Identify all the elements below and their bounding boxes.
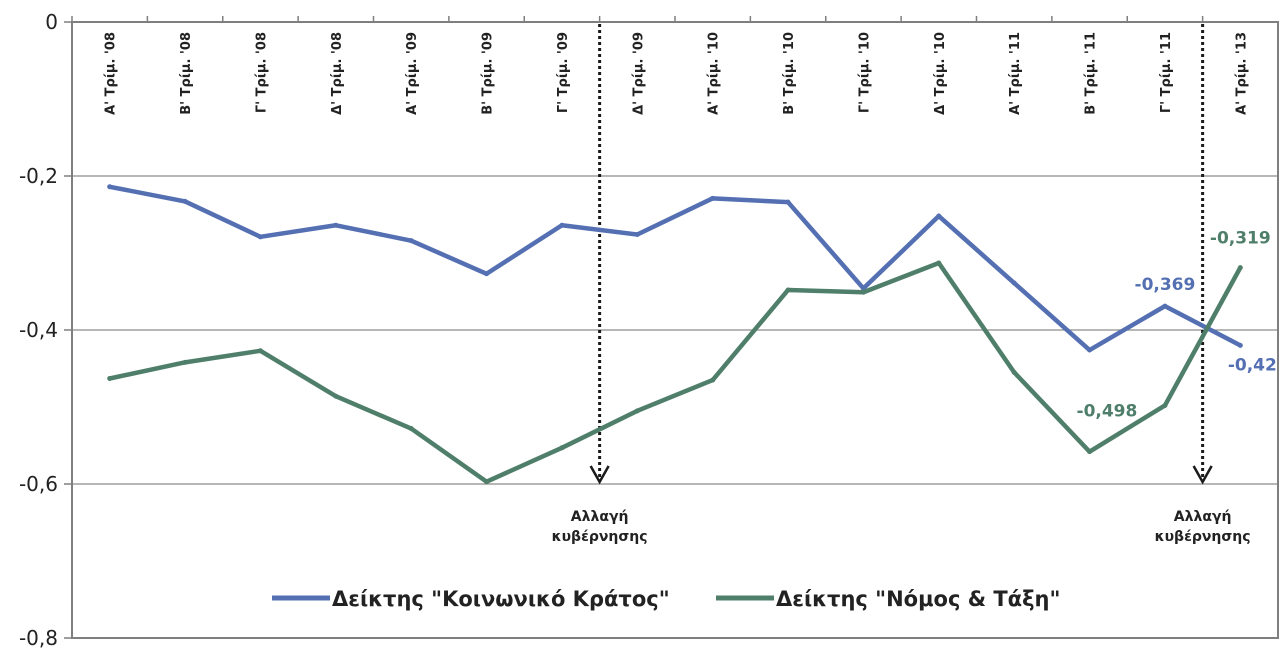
data-point bbox=[408, 426, 414, 432]
data-point bbox=[710, 377, 716, 383]
data-point bbox=[1237, 265, 1243, 271]
series-layer bbox=[107, 184, 1243, 485]
legend-label: Δείκτης "Νόμος & Τάξη" bbox=[776, 587, 1060, 611]
plot-area-frame bbox=[71, 21, 1279, 639]
x-tick-label: Β' Τρίμ. '11 bbox=[1084, 32, 1099, 115]
x-tick-label: Α' Τρίμ. '10 bbox=[707, 32, 722, 115]
x-tick-label: Β' Τρίμ. '08 bbox=[179, 32, 194, 115]
x-tick-label: Γ' Τρίμ. '10 bbox=[857, 32, 872, 113]
series-line bbox=[107, 184, 1243, 353]
x-tick-label: Β' Τρίμ. '09 bbox=[481, 32, 496, 115]
data-label: -0,498 bbox=[1077, 401, 1138, 421]
x-tick-label: Α' Τρίμ. '11 bbox=[1008, 32, 1023, 115]
data-point bbox=[860, 289, 866, 295]
y-tick-label: -0,8 bbox=[19, 626, 58, 650]
annotation-label: Αλλαγή bbox=[1174, 509, 1232, 525]
data-point bbox=[182, 359, 188, 365]
annotation-layer: Αλλαγή κυβέρνησης Αλλαγή κυβέρνησης bbox=[552, 24, 1251, 545]
data-point bbox=[484, 271, 490, 277]
data-point bbox=[333, 393, 339, 399]
arrow-head-icon bbox=[589, 465, 610, 485]
x-tick-label: Δ' Τρίμ. '08 bbox=[330, 32, 345, 115]
x-tick-labels: Α' Τρίμ. '08 Β' Τρίμ. '08 Γ' Τρίμ. '08 Δ' Τ… bbox=[104, 32, 1250, 115]
y-tick-label: -0,2 bbox=[19, 164, 58, 188]
series-line bbox=[107, 260, 1243, 484]
data-point bbox=[785, 199, 791, 205]
data-point bbox=[257, 348, 263, 354]
x-tick-label: Γ' Τρίμ. '08 bbox=[254, 32, 269, 113]
data-point bbox=[710, 195, 716, 201]
data-point bbox=[1237, 342, 1243, 348]
data-point bbox=[1162, 303, 1168, 309]
data-point bbox=[1011, 280, 1017, 286]
annotation-label: κυβέρνησης bbox=[1155, 529, 1251, 545]
legend-label: Δείκτης "Κοινωνικό Κράτος" bbox=[332, 587, 670, 611]
data-point bbox=[936, 213, 942, 219]
y-tick-label: -0,4 bbox=[19, 318, 58, 342]
data-point bbox=[559, 445, 565, 451]
data-point bbox=[634, 408, 640, 414]
data-point bbox=[484, 479, 490, 485]
data-point bbox=[257, 234, 263, 240]
x-tick-label: Α' Τρίμ. '09 bbox=[405, 32, 420, 115]
data-point bbox=[936, 260, 942, 266]
data-point bbox=[785, 287, 791, 293]
x-tick-label: Δ' Τρίμ. '09 bbox=[631, 32, 646, 115]
data-point bbox=[107, 184, 113, 190]
x-tick-label: Γ' Τρίμ. '11 bbox=[1159, 32, 1174, 113]
arrow-head-icon bbox=[1192, 465, 1213, 485]
y-tick-label: 0 bbox=[45, 10, 58, 34]
x-tick-label: Α' Τρίμ. '08 bbox=[104, 32, 119, 115]
data-point bbox=[1087, 347, 1093, 353]
data-point bbox=[107, 376, 113, 382]
data-point bbox=[408, 238, 414, 244]
x-tick-label: Γ' Τρίμ. '09 bbox=[556, 32, 571, 113]
y-tick-label: -0,6 bbox=[19, 472, 58, 496]
x-tick-label: Α' Τρίμ. '13 bbox=[1234, 32, 1249, 115]
data-labels: -0,369 -0,42 -0,498 -0,319 bbox=[1077, 229, 1277, 422]
data-point bbox=[182, 198, 188, 204]
data-point bbox=[1011, 369, 1017, 375]
x-tick-label: Δ' Τρίμ. '10 bbox=[933, 32, 948, 115]
x-tick-label: Β' Τρίμ. '10 bbox=[782, 32, 797, 115]
data-point bbox=[1087, 449, 1093, 455]
y-tick-labels: 0 -0,2 -0,4 -0,6 -0,8 bbox=[19, 10, 58, 650]
data-label: -0,319 bbox=[1210, 229, 1271, 249]
annotation-label: Αλλαγή bbox=[571, 509, 629, 525]
data-label: -0,369 bbox=[1135, 275, 1196, 295]
data-label: -0,42 bbox=[1228, 355, 1277, 375]
annotation-label: κυβέρνησης bbox=[552, 529, 648, 545]
data-point bbox=[559, 222, 565, 228]
legend: Δείκτης "Κοινωνικό Κράτος" Δείκτης "Νόμος… bbox=[272, 587, 1060, 611]
data-point bbox=[634, 232, 640, 238]
data-point bbox=[333, 222, 339, 228]
data-point bbox=[1162, 402, 1168, 408]
